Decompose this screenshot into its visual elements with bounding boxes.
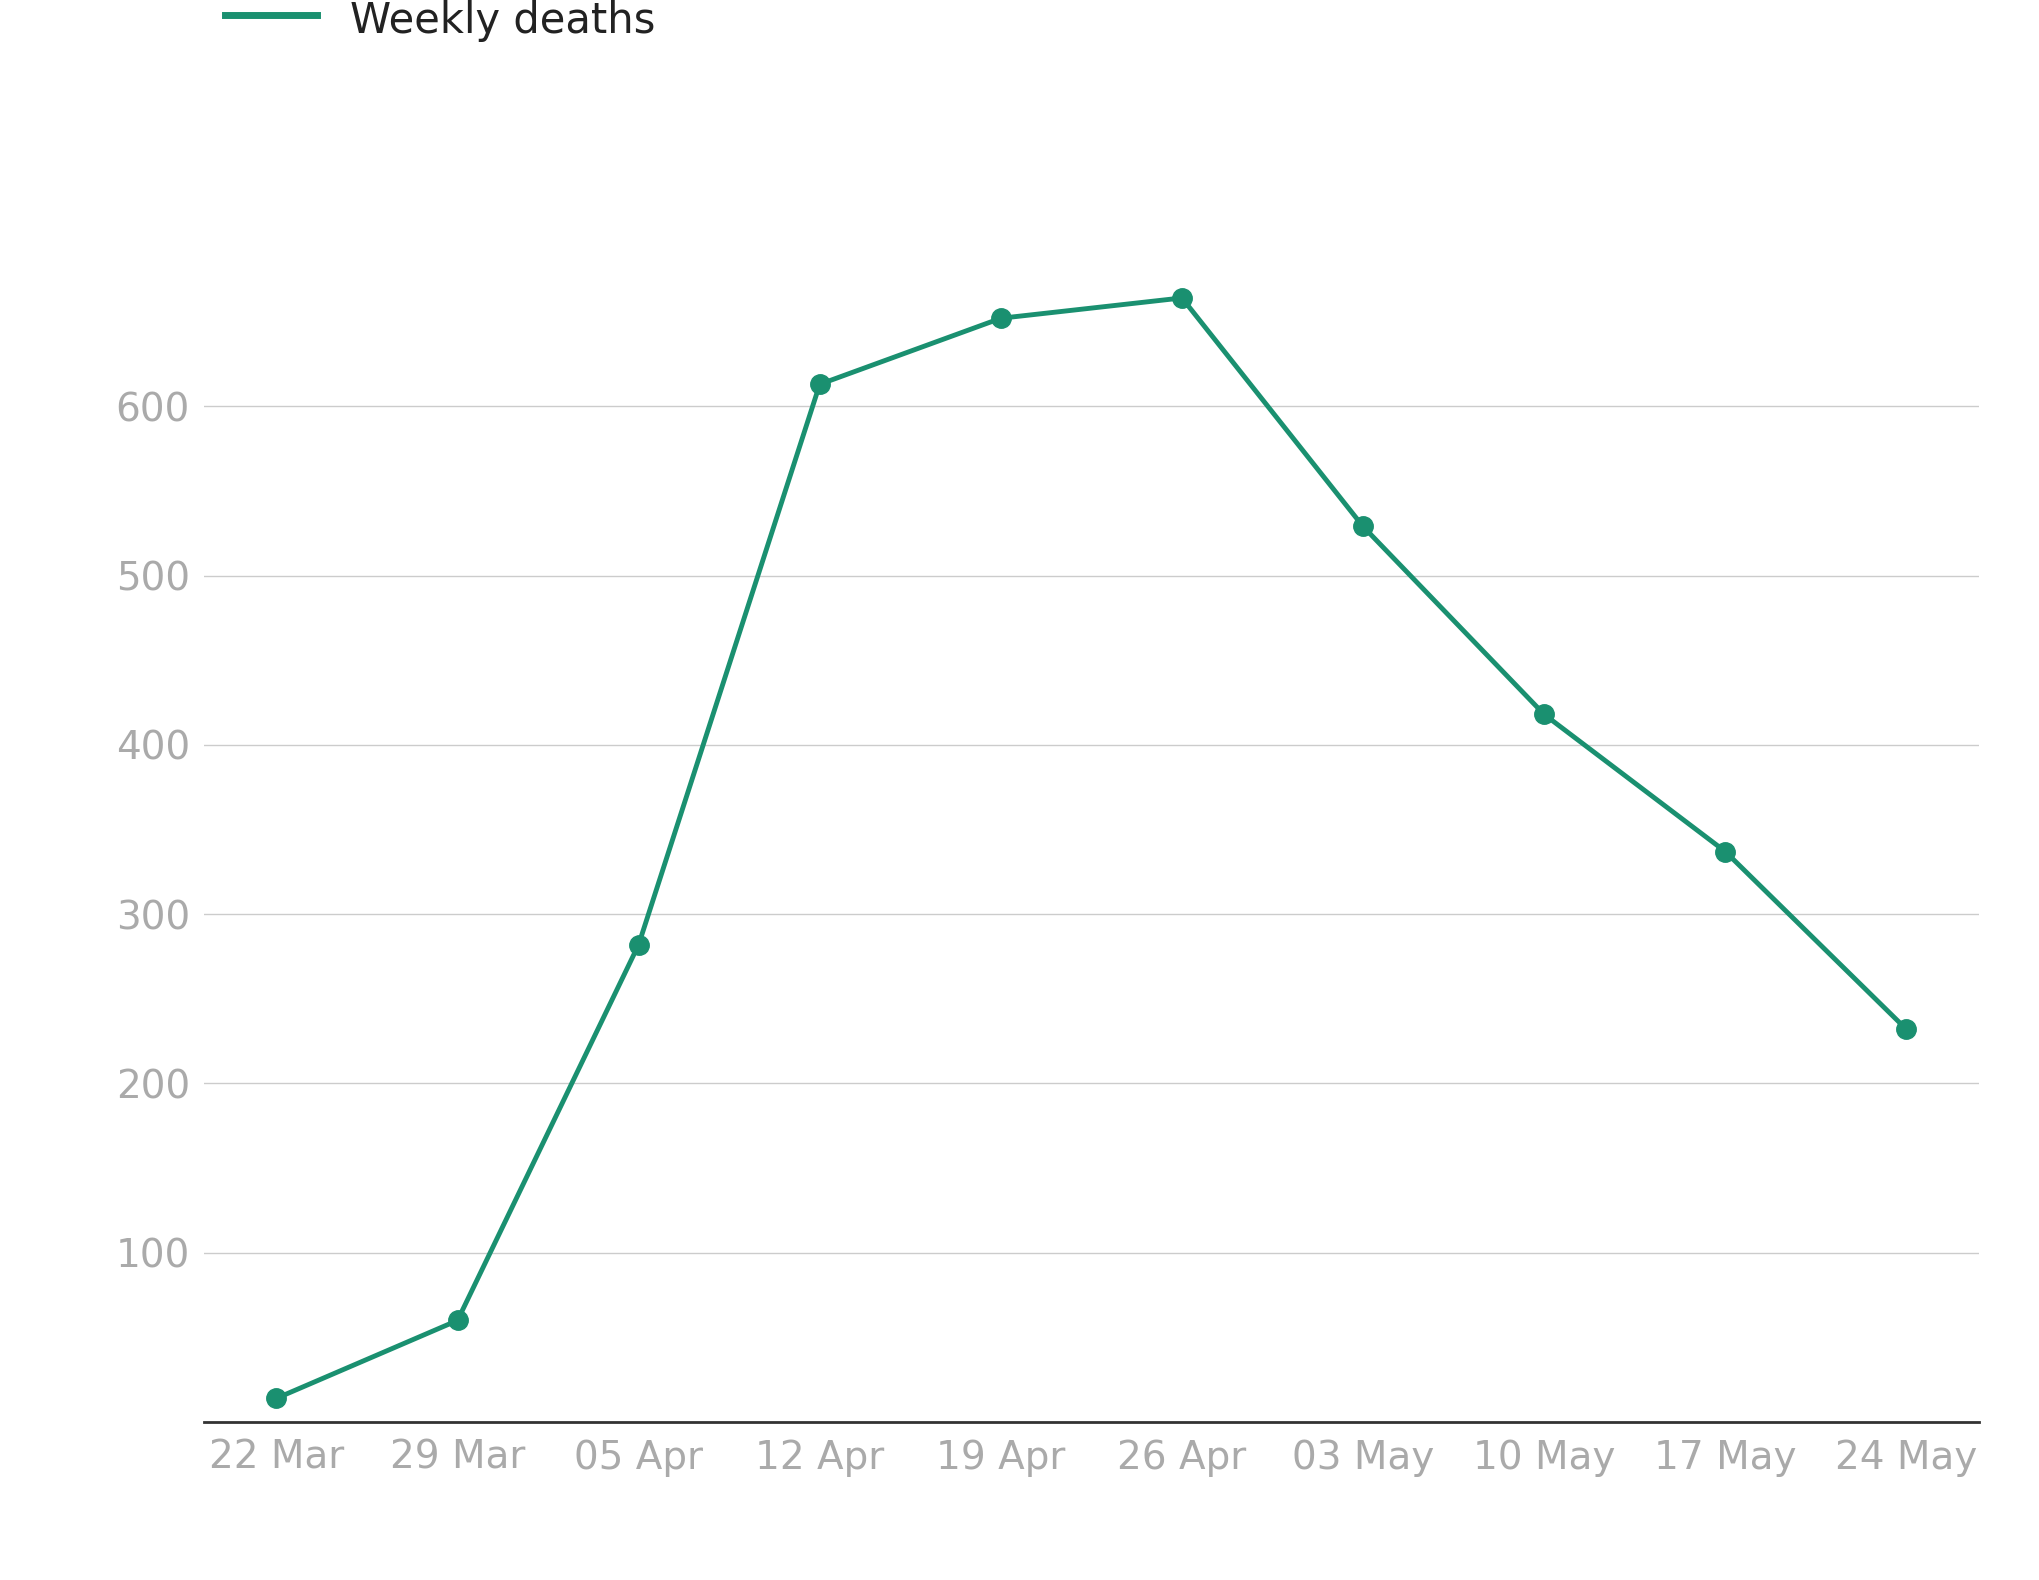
Legend: Weekly deaths: Weekly deaths [224, 0, 655, 41]
